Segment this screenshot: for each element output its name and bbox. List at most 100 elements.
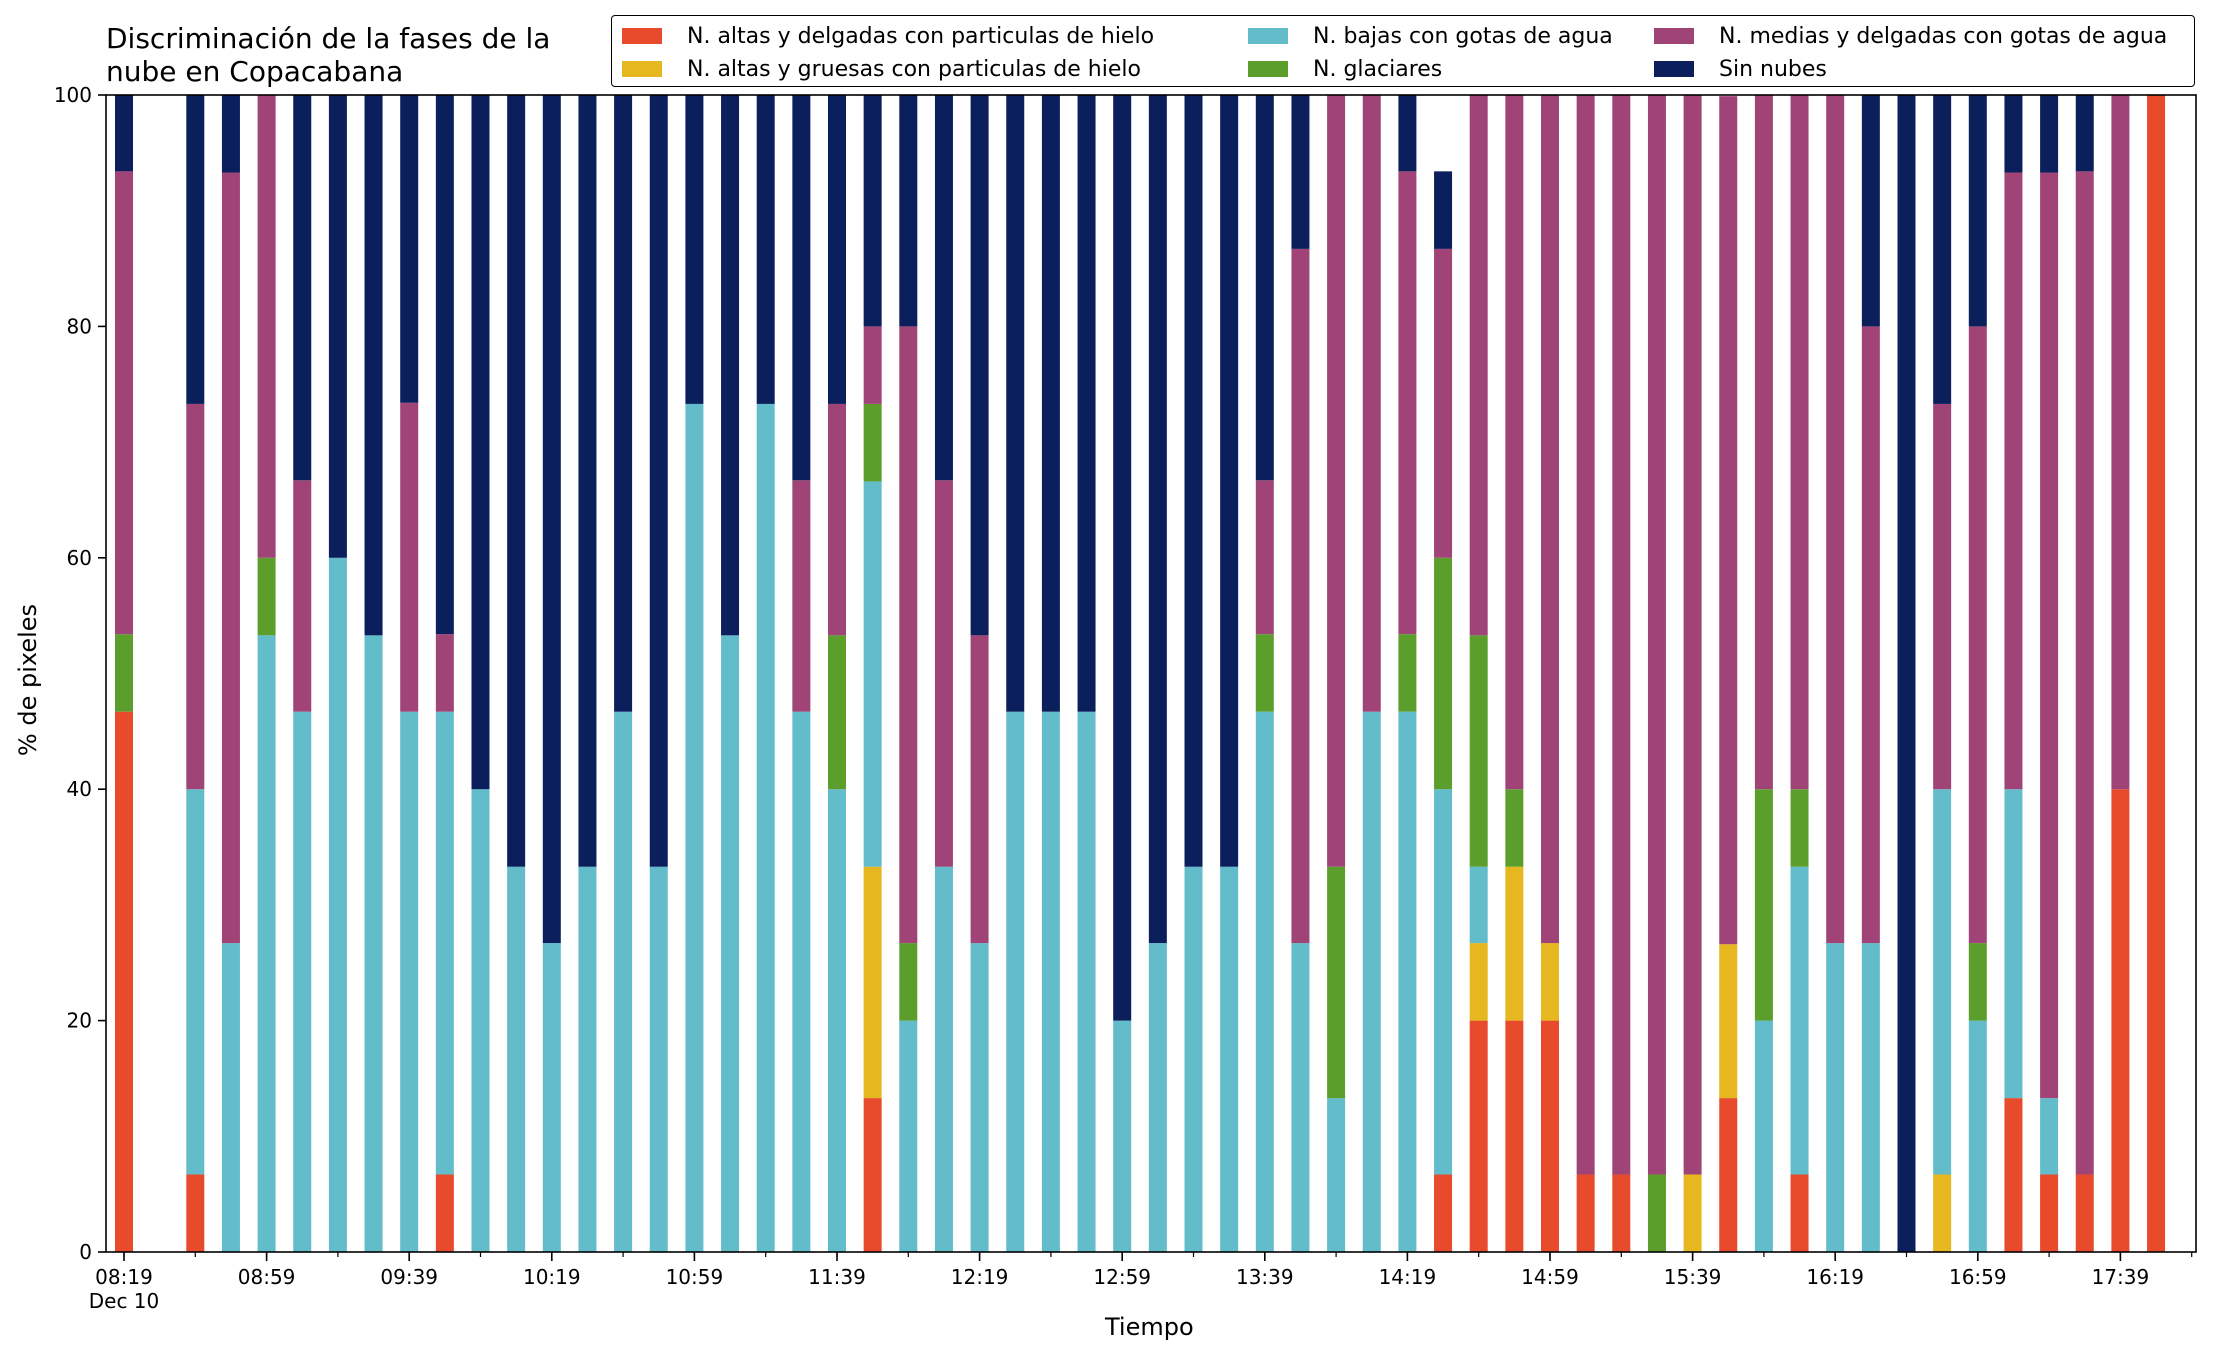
bar-segment	[1861, 326, 1880, 944]
bar-segment	[792, 711, 811, 1252]
bar-segment	[1541, 943, 1559, 1021]
bar-segment	[1041, 95, 1060, 712]
bar-segment	[721, 635, 740, 1252]
bar-segment	[1255, 480, 1274, 635]
bar-segment	[1469, 943, 1488, 1021]
bar-segment	[578, 95, 597, 867]
bar-segment	[970, 943, 989, 1252]
bar-segment	[1719, 944, 1738, 1099]
bar-segment	[186, 789, 205, 1175]
bar-segment	[2004, 95, 2023, 173]
bar-segment	[1469, 1020, 1488, 1252]
y-tick-label: 40	[67, 777, 92, 801]
bar-segment	[2004, 172, 2023, 790]
bar-segment	[970, 635, 989, 944]
bar-segment	[435, 1174, 454, 1252]
x-tick-label: 16:19	[1806, 1265, 1864, 1289]
bar-segment	[828, 403, 846, 636]
bar-segment	[2075, 1174, 2094, 1252]
legend-swatch	[622, 61, 662, 77]
bar-segment	[1184, 866, 1203, 1252]
bar-segment	[1647, 95, 1666, 1175]
x-tick-label: 13:39	[1236, 1265, 1294, 1289]
bar-segment	[1469, 95, 1488, 636]
bar-segment	[1291, 95, 1310, 249]
chart-title: Discriminación de la fases de la nube en…	[106, 22, 551, 88]
bar-segment	[293, 480, 312, 712]
x-tick-label: 10:59	[666, 1265, 724, 1289]
bar-segment	[257, 635, 276, 1252]
bar-segment	[1968, 1020, 1987, 1252]
bar-segment	[1148, 943, 1167, 1252]
bar-segment	[471, 95, 490, 790]
legend-item: N. glaciares	[1248, 54, 1442, 84]
bar-segment	[1790, 1174, 1809, 1252]
bar-segment	[1647, 1174, 1666, 1252]
bar-segment	[828, 95, 846, 404]
bar-segment	[115, 634, 133, 712]
y-axis-label: % de pixeles	[14, 603, 42, 757]
bar-segment	[1683, 95, 1702, 1175]
legend-swatch	[1248, 61, 1288, 77]
x-tick-label: 16:59	[1949, 1265, 2007, 1289]
bar-segment	[1933, 403, 1952, 790]
bar-segment	[899, 95, 918, 327]
bar-segment	[1113, 95, 1132, 1021]
bar-segment	[1148, 95, 1167, 944]
x-tick-label: 17:39	[2092, 1265, 2150, 1289]
bar-segment	[400, 711, 419, 1252]
y-tick-label: 60	[67, 546, 92, 570]
x-tick-label: 10:19	[523, 1265, 581, 1289]
bar-segment	[400, 402, 419, 712]
y-tick-label: 80	[67, 314, 92, 338]
legend-swatch	[1654, 28, 1694, 44]
bar-segment	[934, 866, 953, 1252]
bar-segment	[1612, 95, 1631, 1175]
bar-segment	[2040, 1098, 2059, 1175]
plot-frame	[105, 94, 2197, 1253]
bar-segment	[2075, 171, 2094, 1175]
bar-segment	[649, 95, 668, 867]
bar-segment	[934, 480, 953, 867]
bar-segment	[2040, 95, 2059, 173]
bar-segment	[756, 403, 775, 1252]
legend-item: N. medias y delgadas con gotas de agua	[1654, 21, 2167, 51]
x-tick-label: 08:59	[238, 1265, 296, 1289]
bar-segment	[2004, 1098, 2023, 1252]
bar-segment	[2075, 95, 2094, 172]
bar-segment	[863, 866, 882, 1099]
bar-segment	[221, 172, 240, 944]
y-tick-label: 100	[54, 83, 92, 107]
bar-segment	[1184, 95, 1203, 867]
bar-segment	[863, 403, 882, 482]
bar-segment	[934, 95, 953, 481]
x-tick-label: 14:59	[1521, 1265, 1579, 1289]
bar-segment	[1255, 634, 1274, 712]
bar-segment	[364, 95, 383, 636]
legend-label: Sin nubes	[1719, 56, 1827, 82]
bar-segment	[1541, 1020, 1559, 1252]
legend-swatch	[1654, 61, 1694, 77]
bar-segment	[1398, 711, 1417, 1252]
bar-segment	[721, 95, 740, 636]
bar-segment	[1255, 95, 1274, 481]
bar-segment	[1398, 95, 1417, 172]
legend-label: N. glaciares	[1313, 56, 1443, 82]
x-tick-label: 08:19	[95, 1265, 153, 1289]
bar-segment	[828, 789, 846, 1252]
x-tick-sublabel: Dec 10	[89, 1289, 160, 1313]
bar-segment	[792, 480, 811, 712]
bar-segment	[1968, 326, 1987, 944]
bar-segment	[1505, 866, 1524, 1021]
bar-segment	[435, 95, 454, 635]
legend-item: N. bajas con gotas de agua	[1248, 21, 1613, 51]
legend-label: N. altas y gruesas con particulas de hie…	[687, 56, 1141, 82]
bar-segment	[1469, 866, 1488, 944]
legend-label: N. medias y delgadas con gotas de agua	[1719, 23, 2168, 49]
bar-segment	[1897, 95, 1916, 1252]
bar-segment	[2004, 789, 2023, 1099]
bar-segment	[1006, 711, 1025, 1252]
bar-segment	[293, 711, 312, 1252]
x-axis-label: Tiempo	[1105, 1313, 1194, 1341]
bar-segment	[1790, 789, 1809, 867]
